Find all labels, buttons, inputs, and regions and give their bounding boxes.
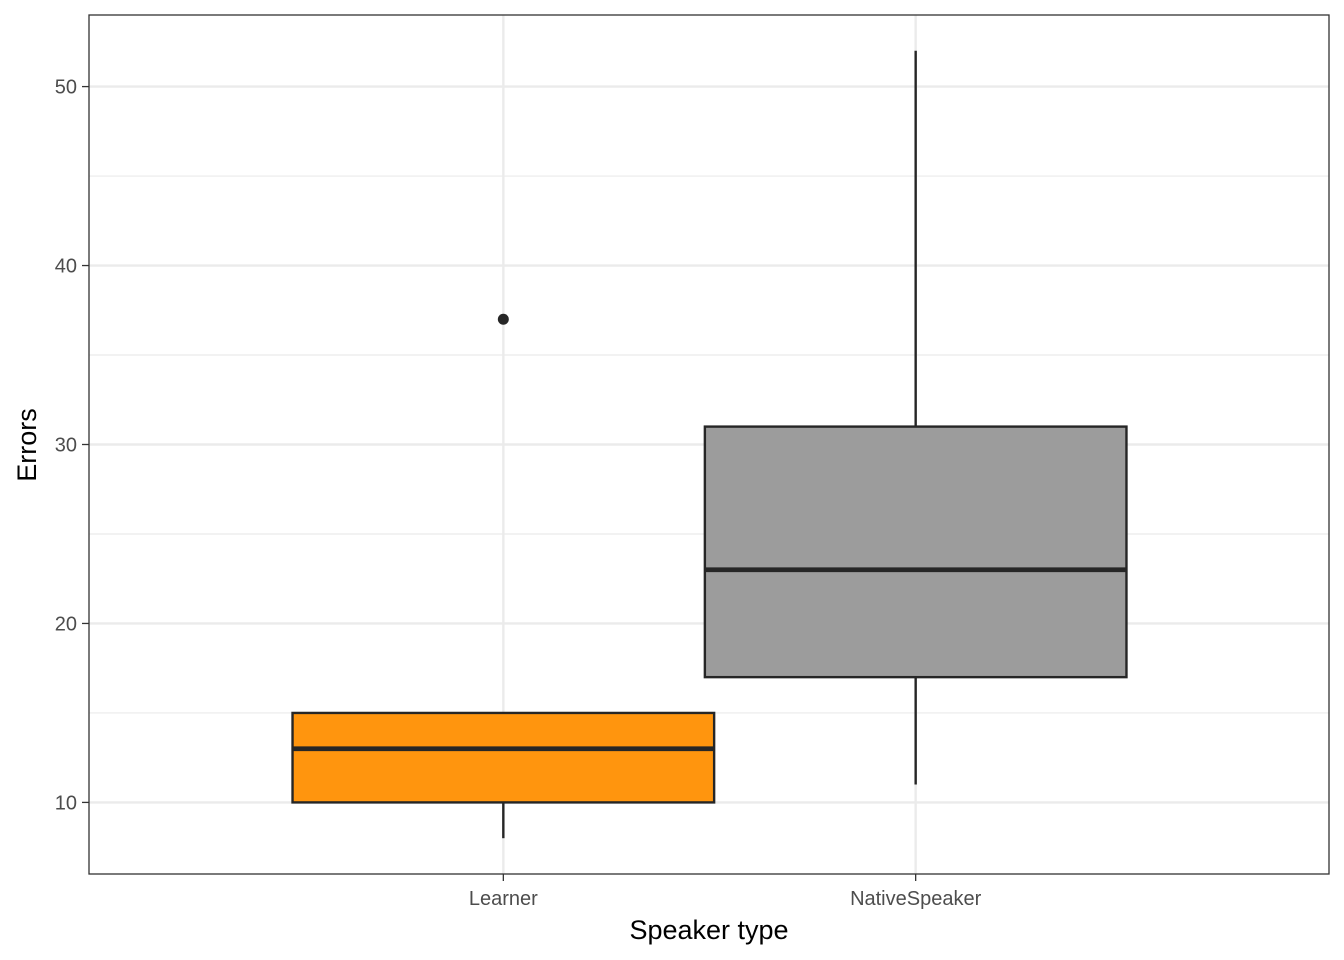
outlier-point xyxy=(497,313,509,325)
y-tick-label: 30 xyxy=(55,435,77,457)
x-axis-title: Speaker type xyxy=(629,915,788,945)
y-tick-label: 10 xyxy=(55,792,77,814)
iqr-box xyxy=(703,425,1128,679)
y-tick-label: 40 xyxy=(55,256,77,278)
x-tick-label: Learner xyxy=(469,888,538,910)
box-learner xyxy=(291,313,716,839)
box-layer xyxy=(291,50,1128,839)
y-axis-title: Errors xyxy=(12,408,42,482)
axis-layer: 10 20 30 40 50 Learner NativeSpeaker xyxy=(55,77,982,910)
y-tick-label: 20 xyxy=(55,613,77,635)
box-nativespeaker xyxy=(703,50,1128,785)
iqr-box xyxy=(291,711,716,804)
x-tick-label: NativeSpeaker xyxy=(850,888,982,910)
y-tick-label: 50 xyxy=(55,77,77,99)
